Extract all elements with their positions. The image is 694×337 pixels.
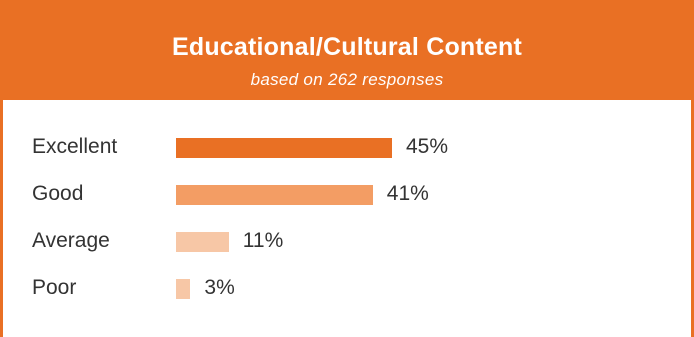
value-label-poor: 3%	[204, 276, 235, 299]
category-label-excellent: Excellent	[32, 135, 118, 158]
chart-title: Educational/Cultural Content	[171, 33, 523, 61]
category-label-poor: Poor	[32, 276, 77, 299]
bar-poor	[176, 279, 191, 299]
bar-average	[176, 232, 229, 252]
chart-header: Educational/Cultural Content based on 26…	[3, 3, 691, 100]
bar-good	[176, 185, 373, 205]
chart-subtitle: based on 262 responses	[250, 70, 444, 89]
value-label-good: 41%	[386, 182, 429, 205]
value-label-excellent: 45%	[406, 135, 449, 158]
bar-chart: Excellent 45% Good 41% Average 11% Poor 3%	[3, 100, 691, 337]
value-label-average: 11%	[242, 229, 284, 252]
category-label-good: Good	[32, 182, 84, 205]
category-label-average: Average	[32, 229, 110, 252]
bar-excellent	[176, 138, 392, 158]
